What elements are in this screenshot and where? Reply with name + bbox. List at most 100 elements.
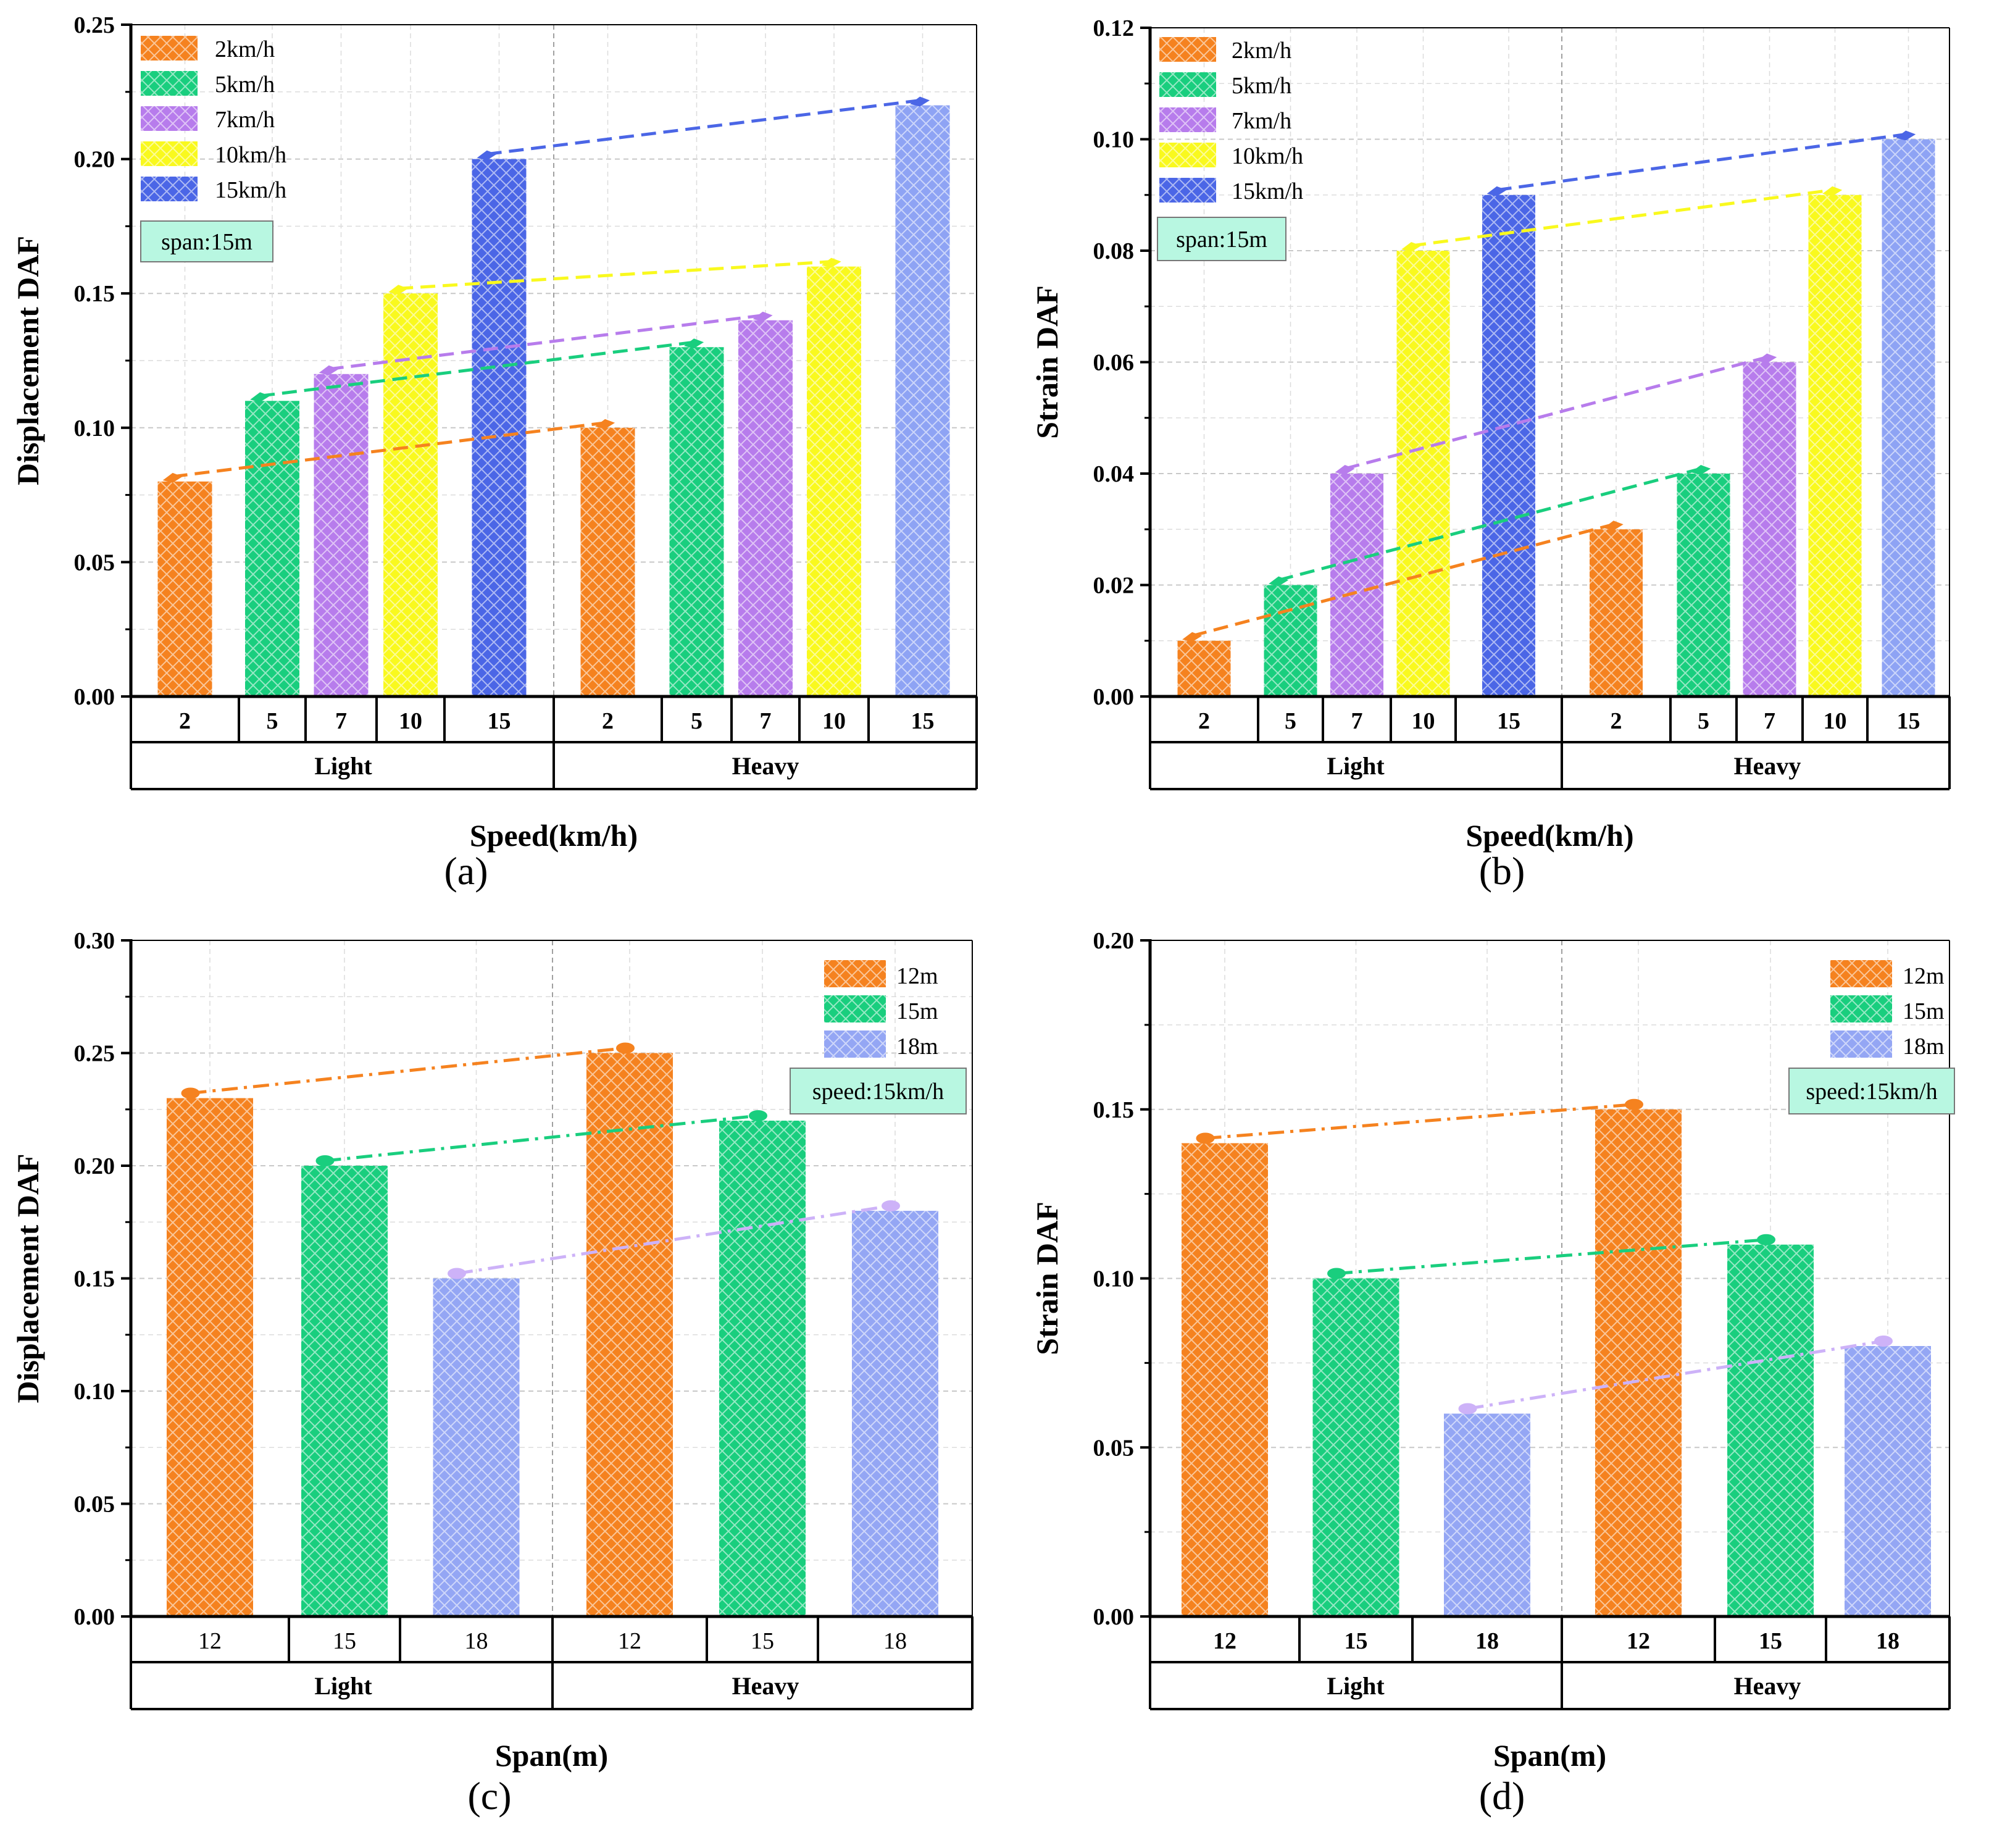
y-tick-label: 0.10 — [1093, 1266, 1135, 1292]
bar-hatch — [472, 159, 527, 697]
trend-marker — [1327, 1268, 1346, 1279]
y-tick-label: 0.00 — [74, 1604, 115, 1630]
trend-marker — [181, 1087, 200, 1099]
bar-hatch — [1182, 1143, 1268, 1616]
annotation-text: span:15m — [161, 229, 252, 255]
y-axis-title: Displacement DAF — [10, 236, 45, 485]
trend-line-15km/h — [1496, 133, 1906, 192]
legend-label: 7km/h — [1232, 108, 1291, 134]
group-label-light: Light — [314, 1672, 372, 1700]
y-tick-label: 0.00 — [1093, 1604, 1135, 1630]
trend-marker — [1269, 576, 1289, 587]
annotation-text: speed:15km/h — [812, 1079, 944, 1105]
x-tick-label: 10 — [822, 708, 846, 734]
trend-line-5km/h — [259, 340, 694, 398]
trend-marker — [1691, 465, 1711, 475]
x-tick-label: 10 — [1824, 708, 1847, 734]
bar-hatch — [1444, 1413, 1530, 1616]
group-label-heavy: Heavy — [732, 752, 799, 780]
y-tick-label: 0.15 — [74, 281, 115, 307]
legend-swatch-hatch — [824, 995, 886, 1022]
x-tick-label: 10 — [399, 708, 422, 734]
x-tick-label: 18 — [1876, 1628, 1899, 1654]
y-tick-label: 0.12 — [1093, 15, 1135, 41]
legend-label: 10km/h — [1232, 143, 1303, 169]
legend-label: 15km/h — [1232, 178, 1303, 204]
trend-marker — [753, 311, 773, 322]
x-tick-label: 18 — [1475, 1628, 1499, 1654]
trend-marker — [1335, 465, 1355, 475]
y-tick-label: 0.06 — [1093, 350, 1135, 376]
trend-marker — [1822, 186, 1843, 196]
trend-marker — [1625, 1098, 1643, 1110]
bar-hatch — [580, 427, 635, 696]
y-tick-label: 0.02 — [1093, 573, 1135, 599]
trend-marker — [1874, 1336, 1893, 1347]
trend-marker — [477, 150, 497, 161]
trend-marker — [1401, 242, 1422, 252]
trend-line-15m — [1336, 1238, 1767, 1275]
legend-swatch-hatch — [1830, 1031, 1892, 1058]
annotation-text: span:15m — [1176, 227, 1267, 253]
trend-marker — [821, 257, 841, 268]
trend-marker — [882, 1200, 900, 1211]
legend-swatch-hatch — [1830, 960, 1892, 987]
x-tick-label: 15 — [1497, 708, 1520, 734]
chart-panel-b: 0.00 0.02 0.04 0.06 0.08 0.10 0.12 2 5 7 10 15 2 5 7 10… — [1030, 15, 1951, 893]
x-tick-label: 12 — [618, 1628, 641, 1654]
bar-hatch — [1808, 194, 1862, 696]
x-tick-label: 15 — [911, 708, 935, 734]
trend-line-10km/h — [398, 260, 832, 290]
x-tick-label: 15 — [333, 1628, 356, 1654]
x-tick-label: 15 — [488, 708, 511, 734]
x-axis-title: Span(m) — [495, 1738, 608, 1773]
x-tick-label: 10 — [1412, 708, 1435, 734]
x-tick-label: 7 — [760, 708, 772, 734]
bar-hatch — [1264, 585, 1317, 696]
trend-marker — [250, 392, 270, 403]
y-tick-label: 0.10 — [74, 416, 115, 441]
bar-hatch — [383, 293, 438, 696]
legend-swatch-hatch — [141, 106, 198, 131]
panel-label: (b) — [1479, 849, 1525, 893]
y-tick-label: 0.20 — [1093, 928, 1135, 954]
x-tick-label: 2 — [1198, 708, 1210, 734]
trend-line-10km/h — [1411, 188, 1833, 248]
bar-hatch — [1177, 640, 1231, 696]
y-tick-label: 0.10 — [1093, 127, 1135, 153]
y-tick-label: 0.00 — [74, 684, 115, 710]
group-label-light: Light — [1327, 1672, 1385, 1700]
y-tick-label: 0.05 — [74, 550, 115, 575]
bar-hatch — [1312, 1278, 1399, 1616]
bar-hatch — [669, 347, 724, 696]
panel-label: (c) — [467, 1774, 511, 1818]
group-label-heavy: Heavy — [732, 1672, 799, 1700]
legend-label: 18m — [1903, 1034, 1945, 1060]
bar-hatch — [1727, 1244, 1814, 1616]
legend-swatch-hatch — [141, 177, 198, 201]
x-tick-label: 18 — [883, 1628, 907, 1654]
trend-marker — [1458, 1403, 1477, 1415]
trend-marker — [749, 1110, 767, 1121]
panel-label: (a) — [444, 849, 488, 893]
legend-label: 15m — [896, 998, 938, 1024]
legend-swatch-hatch — [141, 141, 198, 166]
trend-marker — [1182, 632, 1203, 642]
bar-hatch — [1845, 1346, 1931, 1616]
legend-swatch-hatch — [1830, 995, 1892, 1022]
trend-marker — [319, 365, 339, 375]
bar-hatch — [807, 266, 861, 696]
x-tick-label: 12 — [198, 1628, 222, 1654]
trend-line-12m — [1205, 1103, 1635, 1140]
bar-hatch — [1590, 529, 1643, 696]
trend-marker — [315, 1155, 335, 1166]
x-tick-label: 7 — [1351, 708, 1363, 734]
x-axis-title: Speed(km/h) — [1466, 818, 1633, 853]
x-tick-label: 12 — [1213, 1628, 1236, 1654]
x-tick-label: 5 — [1698, 708, 1709, 734]
annotation-box — [1788, 1068, 1955, 1114]
legend-label: 2km/h — [1232, 38, 1291, 64]
trend-marker — [1603, 521, 1624, 531]
trend-marker — [388, 285, 409, 295]
